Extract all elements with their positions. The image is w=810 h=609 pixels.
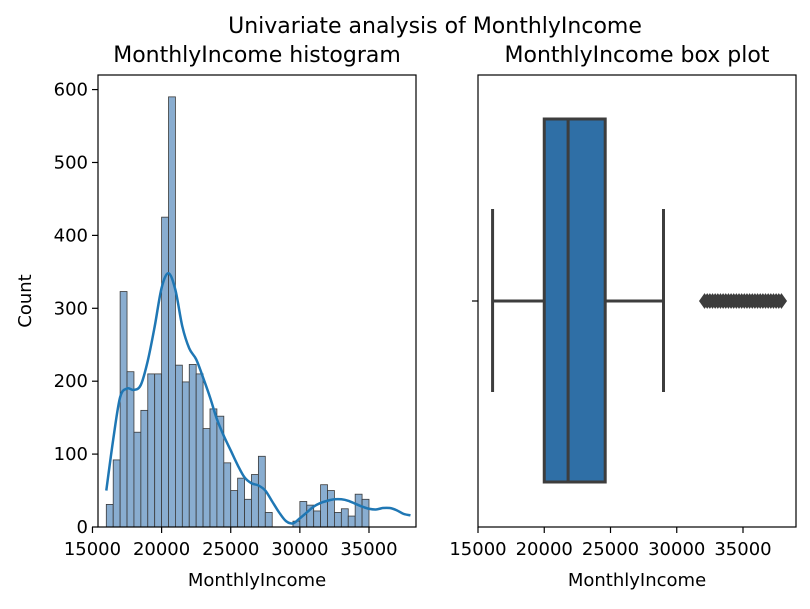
histogram-x-tick-label: 35000 [340, 539, 397, 560]
histogram-bar [105, 503, 114, 528]
histogram-y-tick-label: 100 [54, 444, 88, 465]
histogram-bar [119, 291, 128, 528]
histogram-x-tick-label: 15000 [64, 539, 121, 560]
histogram-bar [112, 459, 121, 528]
boxplot-x-tick-label: 15000 [449, 539, 506, 560]
histogram-bar [188, 364, 197, 528]
histogram-bar [202, 428, 211, 528]
histogram-x-tick-label: 20000 [133, 539, 190, 560]
histogram-x-tick-label: 25000 [202, 539, 259, 560]
histogram-bar [313, 510, 321, 528]
histogram-bar [161, 216, 169, 528]
histogram-bar [147, 373, 156, 528]
histogram-bar [251, 474, 259, 528]
histogram-bar [354, 493, 363, 528]
histogram-x-tick-label: 30000 [271, 539, 328, 560]
histogram-y-axis-label: Count [15, 274, 36, 327]
histogram-kde-line [105, 272, 411, 525]
figure-suptitle: Univariate analysis of MonthlyIncome [228, 14, 642, 39]
histogram-bar [244, 498, 252, 528]
histogram-x-axis-label: MonthlyIncome [188, 570, 326, 591]
boxplot-x-axis-label: MonthlyIncome [568, 570, 706, 591]
histogram-bar [320, 484, 328, 528]
histogram-bar [195, 373, 204, 528]
histogram-bar [237, 477, 245, 528]
histogram-bar [181, 381, 190, 528]
histogram-bar [133, 431, 142, 528]
histogram-bar [209, 408, 218, 528]
histogram-plot-frame [97, 74, 417, 528]
histogram-bar [327, 490, 335, 528]
boxplot-box [542, 117, 607, 484]
histogram-bar [340, 508, 349, 528]
histogram-bar [126, 371, 135, 528]
histogram-y-tick-label: 0 [77, 517, 88, 538]
histogram-bar [361, 498, 370, 528]
histogram-x-ticks: 15000 20000 25000 30000 35000 [64, 527, 398, 560]
boxplot-x-tick-label: 25000 [582, 539, 639, 560]
boxplot-x-tick-label: 20000 [516, 539, 573, 560]
histogram-y-tick-label: 500 [54, 152, 88, 173]
histogram-chart: MonthlyIncome histogram 15000 20000 25000 3… [15, 43, 417, 591]
histogram-bars [105, 96, 370, 528]
histogram-y-ticks: 0 100 200 300 400 500 600 [54, 80, 98, 538]
histogram-bar [334, 512, 342, 528]
histogram-bar [154, 373, 162, 528]
histogram-y-tick-label: 600 [54, 80, 88, 101]
histogram-title: MonthlyIncome histogram [113, 43, 401, 68]
histogram-y-tick-label: 400 [54, 225, 88, 246]
boxplot-x-tick-label: 30000 [648, 539, 705, 560]
boxplot-outlier-point [775, 293, 788, 309]
boxplot-chart: MonthlyIncome box plot 15000 20000 25000 30… [449, 43, 797, 591]
histogram-bar [347, 515, 356, 528]
histogram-bar [175, 364, 183, 528]
histogram-bar [264, 512, 273, 528]
histogram-bar [168, 96, 176, 528]
histogram-bar [223, 462, 232, 528]
histogram-y-tick-label: 200 [54, 371, 88, 392]
histogram-bar [257, 455, 266, 528]
boxplot-marks [491, 117, 788, 484]
boxplot-title: MonthlyIncome box plot [505, 43, 770, 68]
boxplot-x-ticks: 15000 20000 25000 30000 35000 [449, 527, 772, 560]
histogram-y-tick-label: 300 [54, 298, 88, 319]
boxplot-x-tick-label: 35000 [714, 539, 771, 560]
histogram-bar [230, 490, 239, 528]
histogram-bar [140, 409, 149, 528]
